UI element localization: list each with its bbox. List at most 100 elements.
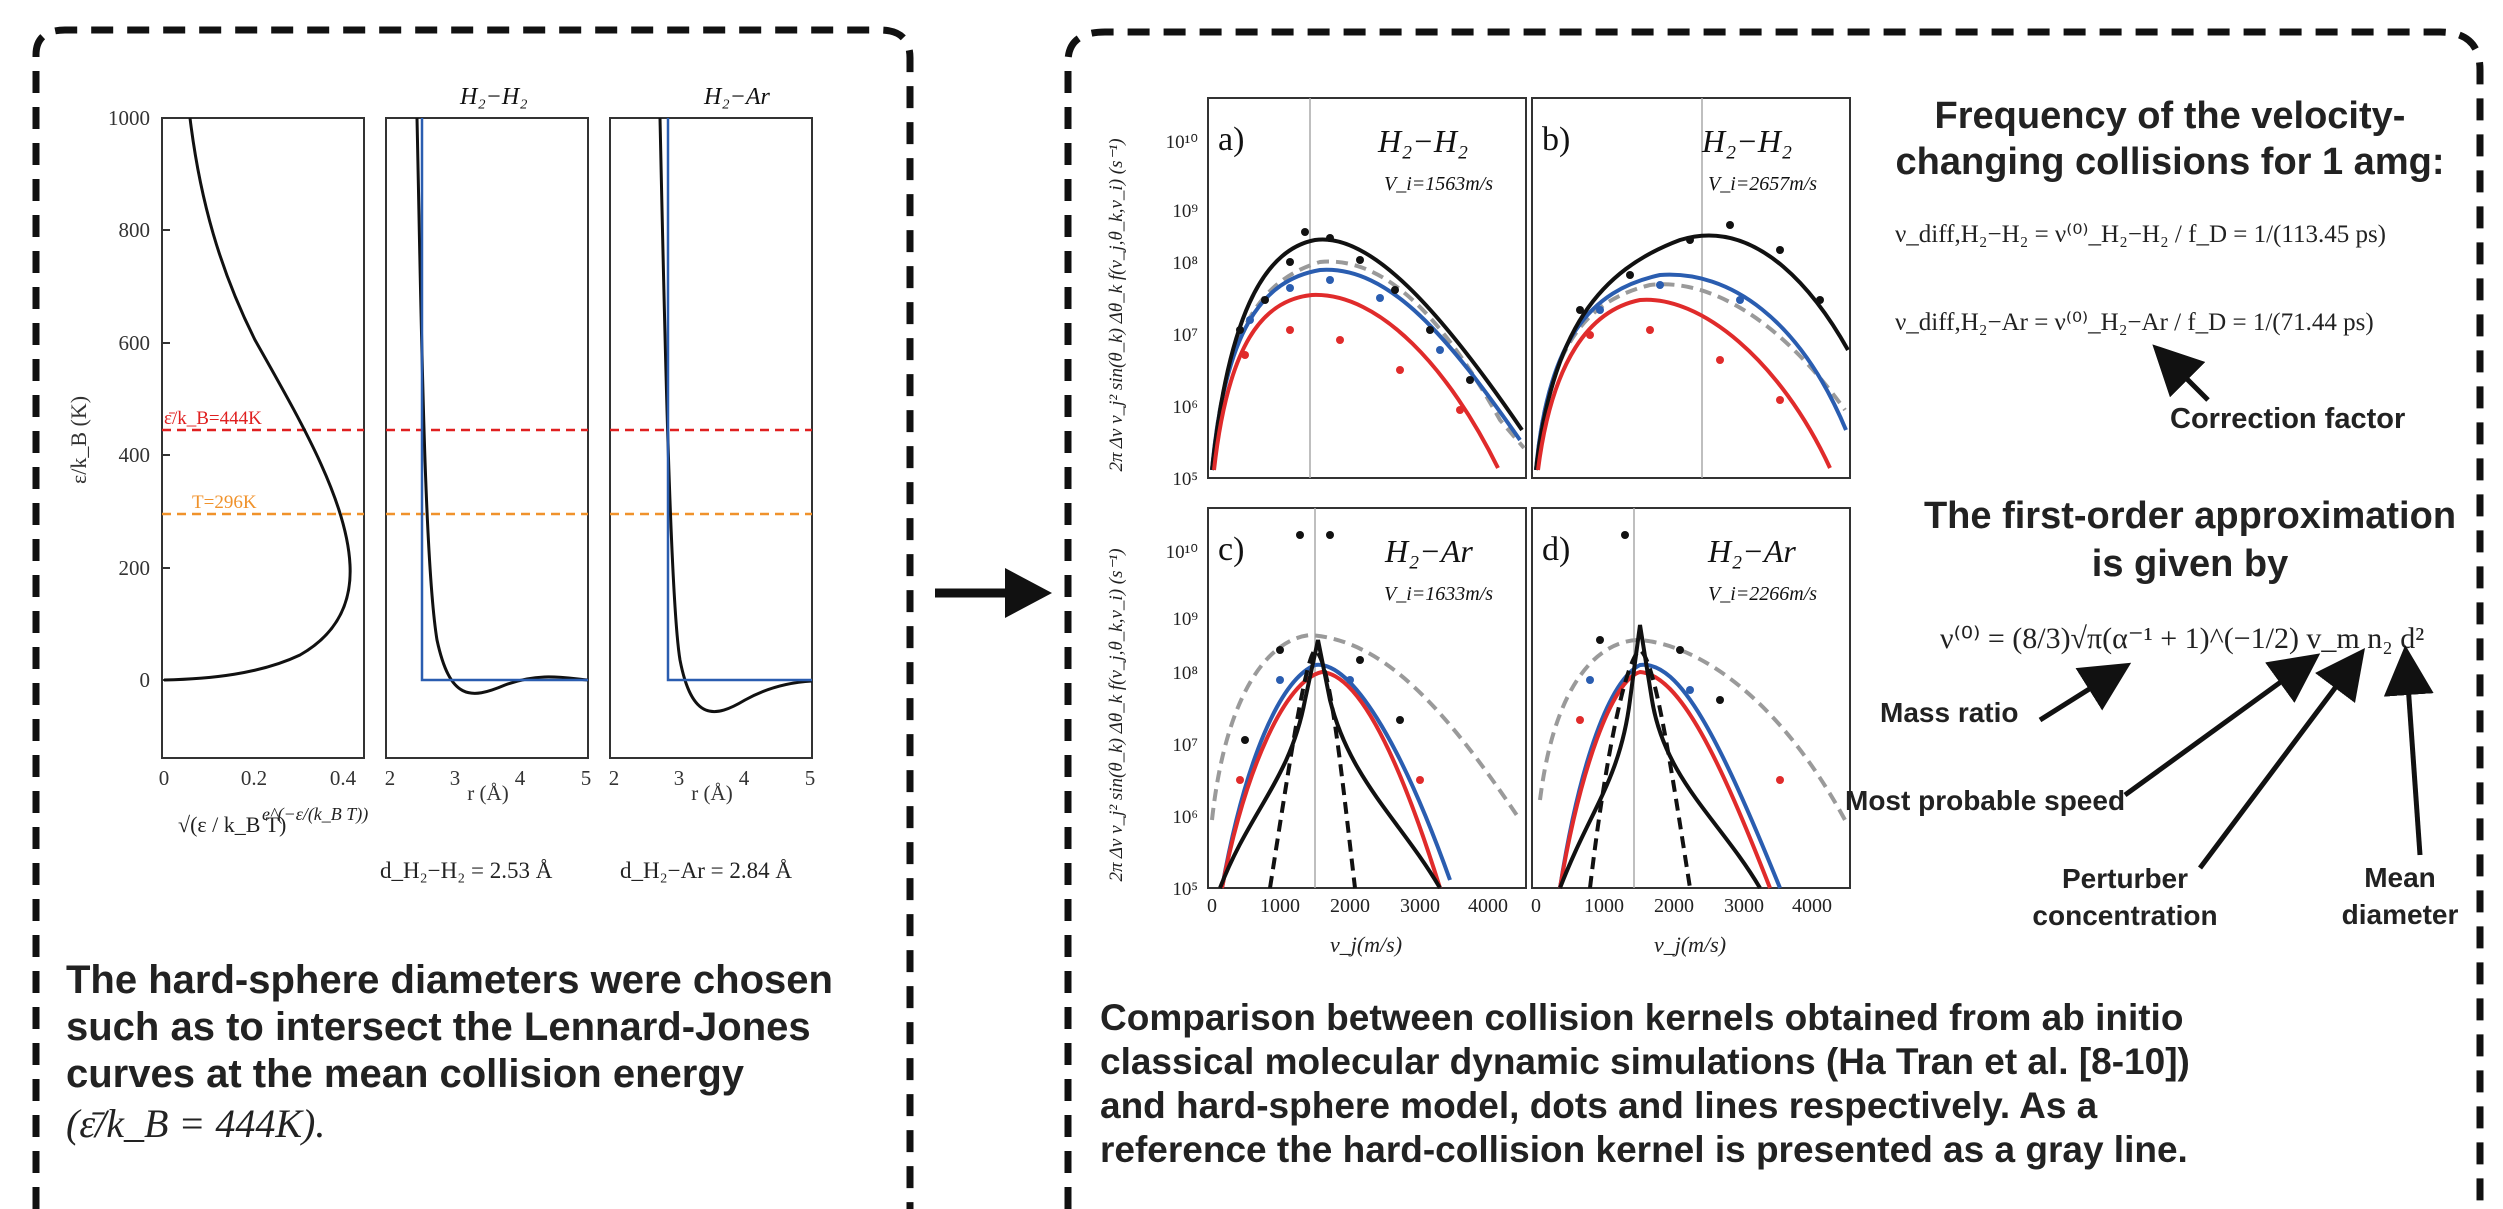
p2-x-tick: 4 xyxy=(515,766,526,790)
kt: 10⁷ xyxy=(1172,325,1198,346)
approximation-equation: ν⁽⁰⁾ = (8/3)√π(α⁻¹ + 1)^(−1/2) v_m n₂ d² xyxy=(1940,622,2424,655)
kernel-x-ticks-d: 0 1000 2000 3000 4000 xyxy=(1531,895,1832,917)
left-y-ticks: 0 200 400 600 800 1000 xyxy=(108,106,150,692)
left-caption-formula: (ε̄/k_B = 444K). xyxy=(66,1101,325,1146)
blue-curve-b xyxy=(1534,272,1848,471)
p2-x-tick: 2 xyxy=(385,766,396,790)
equation-h2ar: ν_diff,H₂−Ar = ν⁽⁰⁾_H₂−Ar / f_D = 1/(71.… xyxy=(1895,309,2374,336)
approximation-heading-line: is given by xyxy=(2092,543,2288,585)
kb: 10⁵ xyxy=(1172,879,1198,900)
kt: 10⁵ xyxy=(1172,469,1198,490)
gray-curve-a xyxy=(1210,259,1526,471)
plot3-frame xyxy=(609,117,813,759)
kernel-y-ticks-bottom: 10⁵ 10⁶ 10⁷ 10⁸ 10⁹ 10¹⁰ xyxy=(1166,542,1199,900)
kernel-y-axis-label-top: 2π Δv v_j² sin(θ_k) Δθ_k f(v_j,θ_k,v_i) … xyxy=(1106,138,1127,471)
approximation-heading: The first-order approximation is given b… xyxy=(1924,495,2456,585)
plot1-x-label-exp: e^(−ε/(k_B T)) xyxy=(262,804,368,825)
y-tick-200: 200 xyxy=(119,556,151,580)
xc: 0 xyxy=(1207,895,1217,917)
kernel-panel-b xyxy=(1531,97,1851,479)
gray-curve-c xyxy=(1210,632,1522,822)
y-tick-600: 600 xyxy=(119,331,151,355)
transition-arrow xyxy=(935,568,1052,618)
panel-d-system: H₂−Ar xyxy=(1707,533,1796,569)
panel-a-vi: V_i=1563m/s xyxy=(1384,173,1493,195)
panel-b-letter: b) xyxy=(1542,121,1570,158)
right-caption-line: classical molecular dynamic simulations … xyxy=(1100,1041,2190,1082)
y-tick-1000: 1000 xyxy=(108,106,150,130)
kt: 10⁸ xyxy=(1172,253,1198,274)
panel-d-letter: d) xyxy=(1542,531,1570,568)
left-caption-line: curves at the mean collision energy xyxy=(66,1052,745,1096)
xd: 2000 xyxy=(1654,895,1694,917)
kernel-panel-c xyxy=(1207,507,1527,890)
xc: 3000 xyxy=(1400,895,1440,917)
xd: 0 xyxy=(1531,895,1541,917)
panel-d-vi: V_i=2266m/s xyxy=(1708,583,1817,605)
plot1-x-label-sqrt: √(ε / k_B T) xyxy=(178,812,286,837)
plot1-x-ticks: 0 0.2 0.4 xyxy=(159,766,357,790)
equation-h2h2: ν_diff,H₂−H₂ = ν⁽⁰⁾_H₂−H₂ / f_D = 1/(113… xyxy=(1895,221,2386,248)
xd: 1000 xyxy=(1584,895,1624,917)
left-panel-frame xyxy=(32,26,914,1209)
gray-curve-d xyxy=(1538,637,1847,821)
black-curve-a xyxy=(1210,237,1524,471)
p1-x-tick: 0.4 xyxy=(330,766,357,790)
kernel-y-ticks-top: 10⁵ 10⁶ 10⁷ 10⁸ 10⁹ 10¹⁰ xyxy=(1166,132,1199,490)
perturber-label-line: concentration xyxy=(2032,900,2217,931)
temperature-label: T=296K xyxy=(192,492,257,513)
frequency-heading-line: Frequency of the velocity- xyxy=(1935,95,2406,137)
y-tick-400: 400 xyxy=(119,443,151,467)
kernel-x-ticks-c: 0 1000 2000 3000 4000 xyxy=(1207,895,1508,917)
xd: 3000 xyxy=(1724,895,1764,917)
p3-x-tick: 5 xyxy=(805,766,816,790)
p3-x-tick: 4 xyxy=(739,766,750,790)
left-panel: ε/k_B (K) 0 200 400 600 800 1000 ε̄/k_B=… xyxy=(66,84,833,1146)
right-caption-line: and hard-sphere model, dots and lines re… xyxy=(1100,1085,2098,1126)
p1-x-tick: 0.2 xyxy=(241,766,267,790)
kernel-x-label-d: v_j(m/s) xyxy=(1654,932,1726,957)
left-caption: The hard-sphere diameters were chosen su… xyxy=(66,958,833,1096)
annotation-arrows xyxy=(2038,645,2434,870)
diameter-h2h2: d_H₂−H₂ = 2.53 Å xyxy=(380,858,553,883)
panel-b-system: H₂−H₂ xyxy=(1701,123,1792,159)
kb: 10¹⁰ xyxy=(1166,542,1198,563)
kernel-x-label-c: v_j(m/s) xyxy=(1330,932,1402,957)
blue-curve-a xyxy=(1210,267,1522,471)
mean-diameter-label-line: diameter xyxy=(2342,899,2459,930)
p2-x-tick: 3 xyxy=(450,766,461,790)
y-tick-0: 0 xyxy=(140,668,151,692)
plot3-title: H₂−Ar xyxy=(703,84,771,110)
xc: 2000 xyxy=(1330,895,1370,917)
xd: 4000 xyxy=(1792,895,1832,917)
correction-factor-label: Correction factor xyxy=(2170,403,2405,435)
red-curve-b xyxy=(1536,297,1832,471)
right-panel-frame xyxy=(1064,28,2484,1209)
kernel-panel-d xyxy=(1531,507,1851,890)
plot2-title: H₂−H₂ xyxy=(459,84,528,110)
correction-factor-arrow xyxy=(2152,344,2210,402)
red-curve-c xyxy=(1220,669,1442,889)
kernel-y-axis-label-bottom: 2π Δv v_j² sin(θ_k) Δθ_k f(v_j,θ_k,v_i) … xyxy=(1106,548,1127,881)
frequency-heading-line: changing collisions for 1 amg: xyxy=(1896,141,2445,183)
panel-b-vi: V_i=2657m/s xyxy=(1708,173,1817,195)
plot1-frame xyxy=(161,117,365,759)
xc: 1000 xyxy=(1260,895,1300,917)
h2h2-hardsphere-curve xyxy=(420,118,588,682)
perturber-label: Perturber concentration xyxy=(2032,863,2217,931)
plot3-x-label: r (Å) xyxy=(691,781,732,805)
left-caption-line: The hard-sphere diameters were chosen xyxy=(66,958,833,1002)
kernel-panel-a xyxy=(1207,97,1527,479)
panel-c-vi: V_i=1633m/s xyxy=(1384,583,1493,605)
right-caption: Comparison between collision kernels obt… xyxy=(1100,997,2190,1170)
right-panel: 2π Δv v_j² sin(θ_k) Δθ_k f(v_j,θ_k,v_i) … xyxy=(1100,95,2458,1170)
energy-distribution-curve xyxy=(163,117,352,682)
blue-curve-c xyxy=(1220,662,1452,889)
kb: 10⁸ xyxy=(1172,663,1198,684)
black-curve-b xyxy=(1534,233,1850,471)
kb: 10⁷ xyxy=(1172,735,1198,756)
p2-x-tick: 5 xyxy=(581,766,592,790)
mean-energy-label: ε̄/k_B=444K xyxy=(164,408,262,429)
perturber-label-line: Perturber xyxy=(2062,863,2188,894)
